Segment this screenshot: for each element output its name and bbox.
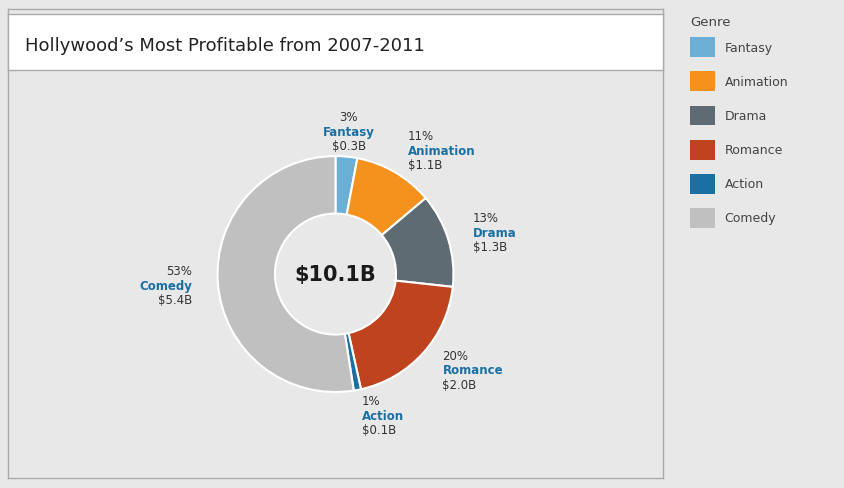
FancyBboxPatch shape	[690, 208, 716, 228]
Text: 53%: 53%	[166, 265, 192, 278]
Text: $1.1B: $1.1B	[408, 159, 442, 172]
Text: 11%: 11%	[408, 130, 434, 143]
FancyBboxPatch shape	[690, 72, 716, 92]
Text: $0.3B: $0.3B	[332, 140, 366, 153]
Text: Action: Action	[725, 178, 764, 191]
Text: Drama: Drama	[473, 226, 517, 239]
Text: Action: Action	[362, 409, 404, 422]
FancyBboxPatch shape	[690, 175, 716, 194]
Text: $5.4B: $5.4B	[158, 293, 192, 306]
Text: $10.1B: $10.1B	[295, 264, 376, 285]
Text: Fantasy: Fantasy	[725, 41, 773, 55]
Text: Comedy: Comedy	[139, 279, 192, 292]
Text: 13%: 13%	[473, 212, 499, 225]
Text: Comedy: Comedy	[725, 212, 776, 225]
Wedge shape	[381, 199, 453, 287]
Text: $1.3B: $1.3B	[473, 241, 507, 254]
FancyBboxPatch shape	[690, 39, 716, 58]
Text: Hollywood’s Most Profitable from 2007-2011: Hollywood’s Most Profitable from 2007-20…	[24, 37, 425, 55]
Wedge shape	[347, 159, 425, 236]
Text: 20%: 20%	[442, 349, 468, 363]
Wedge shape	[335, 157, 357, 215]
Wedge shape	[345, 333, 361, 391]
Text: Animation: Animation	[408, 144, 475, 157]
FancyBboxPatch shape	[690, 141, 716, 160]
Wedge shape	[218, 157, 354, 392]
Text: Animation: Animation	[725, 76, 788, 89]
Text: Drama: Drama	[725, 110, 767, 123]
FancyBboxPatch shape	[690, 106, 716, 126]
Text: Romance: Romance	[442, 364, 503, 377]
Text: 1%: 1%	[362, 395, 381, 407]
Text: $0.1B: $0.1B	[362, 423, 397, 436]
Text: 3%: 3%	[339, 111, 358, 124]
Text: Genre: Genre	[690, 17, 731, 29]
Wedge shape	[349, 281, 452, 389]
Text: $2.0B: $2.0B	[442, 378, 477, 391]
Text: Romance: Romance	[725, 144, 783, 157]
Text: Fantasy: Fantasy	[323, 125, 375, 138]
